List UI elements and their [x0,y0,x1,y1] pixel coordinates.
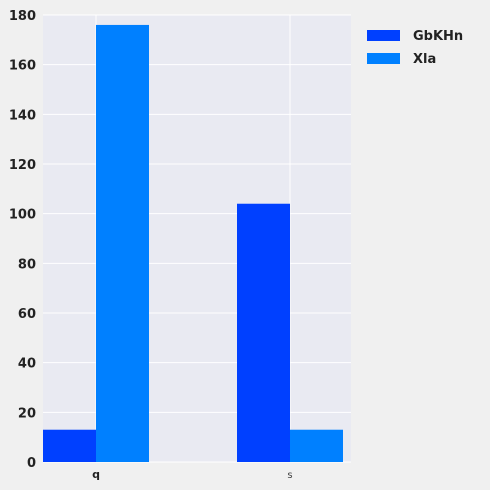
y-tick-label: 0 [27,456,36,471]
y-axis-ticks: 0 20 40 60 80 100 120 140 160 180 [9,9,36,471]
legend-label: GbKHn [413,29,463,44]
y-tick-label: 100 [9,208,36,223]
plot-area [43,15,351,462]
y-tick-label: 20 [18,406,36,421]
y-tick-label: 40 [18,357,36,372]
legend-swatch [367,30,400,41]
bar-GbKHn-s [237,203,290,462]
legend-swatch [367,53,400,64]
y-tick-label: 120 [9,158,36,173]
x-tick-label: q [92,468,100,481]
y-tick-label: 180 [9,9,36,24]
legend: GbKHn Xla [367,29,463,67]
y-tick-label: 140 [9,108,36,123]
legend-label: Xla [413,52,436,67]
bar-GbKHn-q [43,429,96,462]
x-tick-label: s [287,470,292,481]
y-tick-label: 80 [18,257,36,272]
bars [43,24,343,463]
bar-Xla-q [96,24,149,463]
bar-Xla-s [290,429,343,462]
y-tick-label: 160 [9,59,36,74]
y-tick-label: 60 [18,307,36,322]
